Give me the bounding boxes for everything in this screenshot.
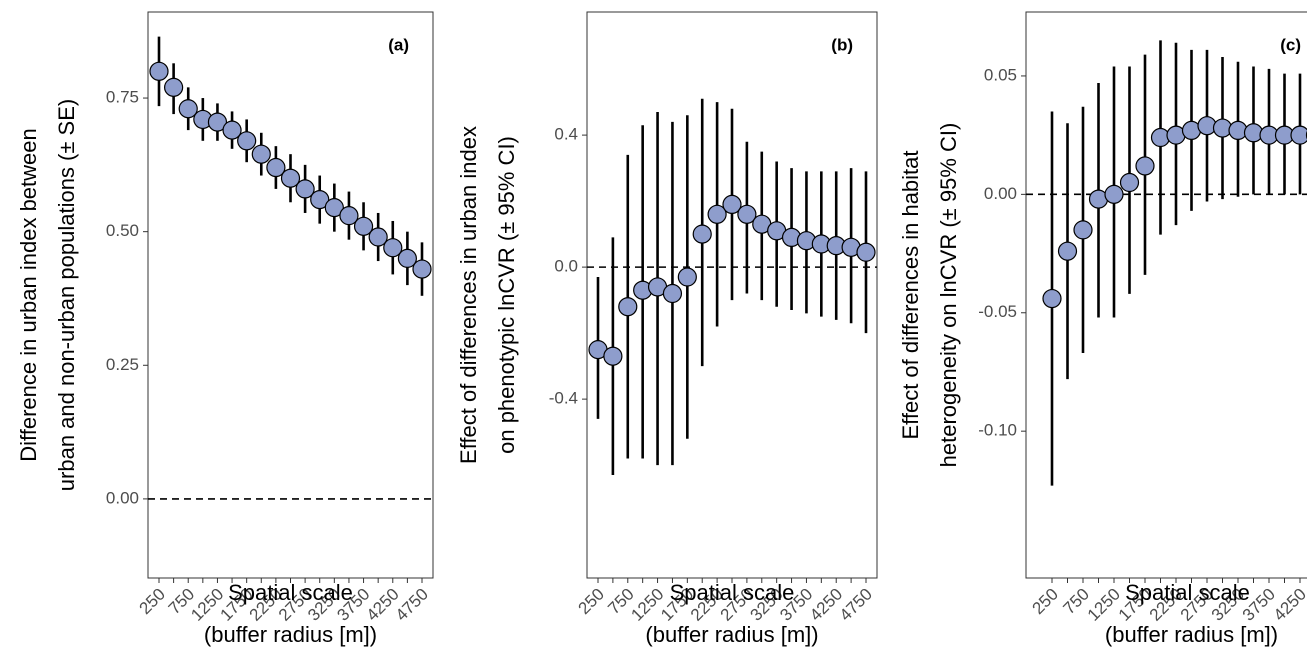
y-tick-label: 0.25 <box>106 355 139 374</box>
point <box>237 131 257 151</box>
point <box>295 179 315 199</box>
x-axis-title: (buffer radius [m]) <box>204 622 377 647</box>
y-tick-label: 0.50 <box>106 221 139 240</box>
x-tick-label: 4250 <box>363 585 403 625</box>
x-axis-title: (buffer radius [m]) <box>1105 622 1278 647</box>
x-axis-title: Spatial scale <box>228 580 353 605</box>
point <box>1119 172 1140 193</box>
y-tick-label: 0.75 <box>106 88 139 107</box>
point <box>1057 241 1078 261</box>
point <box>737 204 757 224</box>
point <box>1290 125 1307 145</box>
plot-frame <box>147 11 434 579</box>
y-axis-title: Effect of differences in habitat <box>898 150 923 439</box>
point <box>207 112 228 132</box>
x-axis-title: Spatial scale <box>670 580 795 605</box>
point <box>251 144 271 164</box>
x-tick-label: 4250 <box>806 585 846 625</box>
x-tick-label: 250 <box>136 585 169 618</box>
point <box>222 120 242 140</box>
point <box>368 227 388 247</box>
y-tick-label: -0.4 <box>549 389 578 408</box>
point <box>397 248 417 268</box>
point <box>603 346 623 366</box>
y-axis-title: Difference in urban index between <box>16 128 41 461</box>
point <box>677 267 697 287</box>
point <box>353 216 374 236</box>
point <box>178 99 198 119</box>
y-tick-label: 0.00 <box>984 184 1017 203</box>
y-axis-title: Effect of differences in urban index <box>456 126 481 464</box>
x-tick-label: 250 <box>575 585 608 618</box>
y-tick-label: -0.05 <box>978 302 1017 321</box>
x-tick-label: 1250 <box>187 585 227 625</box>
point <box>310 189 330 210</box>
point <box>662 283 683 304</box>
y-tick-label: 0.05 <box>984 65 1017 84</box>
y-tick-label: -0.10 <box>978 421 1017 440</box>
y-axis-title: heterogeneity on lnCVR (± 95% CI) <box>936 123 961 468</box>
point <box>339 206 359 226</box>
point <box>1073 220 1093 240</box>
point <box>164 77 184 97</box>
point <box>707 204 727 224</box>
point <box>149 61 169 81</box>
y-tick-label: 0.4 <box>554 125 578 144</box>
point <box>618 297 638 317</box>
y-axis-title: urban and non-urban populations (± SE) <box>54 99 79 491</box>
x-tick-label: 4250 <box>1270 585 1307 625</box>
point <box>324 198 344 218</box>
panel-label: (c) <box>1280 35 1301 54</box>
point <box>1104 184 1124 204</box>
point <box>1135 156 1155 176</box>
x-tick-label: 1250 <box>627 585 667 625</box>
point <box>266 157 286 178</box>
point <box>722 194 742 215</box>
x-axis-title: (buffer radius [m]) <box>645 622 818 647</box>
panel-label: (b) <box>831 35 853 54</box>
point <box>692 224 712 244</box>
y-tick-label: 0.00 <box>106 488 139 507</box>
x-tick-label: 250 <box>1029 585 1062 618</box>
x-tick-label: 4750 <box>836 585 876 625</box>
point <box>280 168 301 188</box>
point <box>383 238 403 258</box>
x-tick-label: 4750 <box>392 585 432 625</box>
panel-label: (a) <box>388 35 409 54</box>
point <box>1042 288 1062 309</box>
y-tick-label: 0.0 <box>554 257 578 276</box>
x-tick-label: 1250 <box>1084 585 1124 625</box>
x-axis-title: Spatial scale <box>1125 580 1250 605</box>
point <box>856 242 876 262</box>
point <box>412 259 432 279</box>
y-axis-title: on phenotypic lnCVR (± 95% CI) <box>494 136 519 454</box>
